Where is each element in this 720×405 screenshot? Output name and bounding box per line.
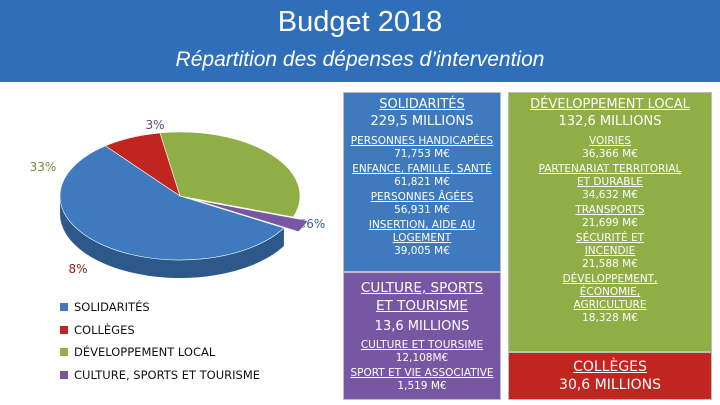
pie-slice-label: 33% (30, 160, 57, 174)
category-value: 36,366 M€ (582, 148, 638, 160)
panel-amount: 132,6 MILLIONS (558, 114, 662, 129)
category-value: 34,632 M€ (582, 189, 638, 201)
panel-title: DÉVELOPPEMENT LOCAL (530, 97, 690, 112)
category-label: PERSONNES HANDICAPÉES (350, 135, 494, 147)
page-title: Budget 2018 (277, 6, 443, 38)
legend-item-colleges: COLLÈGES (60, 319, 260, 342)
category-value: 39,005 M€ (394, 245, 450, 257)
legend-swatch-solidarites (60, 303, 68, 312)
category-label: SPORT ET VIE ASSOCIATIVE (350, 367, 494, 379)
category-value: 61,821 M€ (394, 176, 450, 188)
legend-item-developpement: DÉVELOPPEMENT LOCAL (60, 341, 260, 364)
category-label: PARTENARIAT TERRITORIAL ET DURABLE (538, 163, 682, 188)
category-label: ENFANCE, FAMILLE, SANTÉ (352, 163, 492, 175)
panel-culture: CULTURE, SPORTS ET TOURISME 13,6 MILLION… (343, 272, 501, 400)
pie-slice (194, 199, 309, 233)
pie-slice (59, 145, 285, 261)
legend-swatch-colleges (60, 325, 68, 334)
category-value: 18,328 M€ (582, 312, 638, 324)
category-label: SÉCURITÉ ET INCENDIE (575, 232, 645, 257)
pie-slice-side (60, 196, 284, 278)
panel-title: COLLÈGES (573, 359, 647, 375)
category-label: INSERTION, AIDE AU LOGEMENT (368, 219, 476, 244)
legend-label: DÉVELOPPEMENT LOCAL (74, 345, 216, 360)
legend-label: COLLÈGES (74, 322, 135, 337)
panel-title: SOLIDARITÉS (379, 97, 465, 112)
category-value: 56,931 M€ (394, 204, 450, 216)
category-value: 12,108M€ (395, 352, 449, 364)
legend-swatch-culture (60, 370, 68, 379)
panel-solidarites: SOLIDARITÉS 229,5 MILLIONS PERSONNES HAN… (343, 92, 501, 272)
category-value: 71,753 M€ (394, 148, 450, 160)
legend-label: CULTURE, SPORTS ET TOURISME (74, 367, 261, 382)
category-label: CULTURE ET TOURSIME (360, 339, 484, 351)
panel-developpement: DÉVELOPPEMENT LOCAL 132,6 MILLIONS VOIRI… (508, 92, 712, 352)
category-value: 21,699 M€ (582, 217, 638, 229)
panel-amount: 30,6 MILLIONS (559, 377, 661, 393)
pie-slice-label: 8% (68, 262, 87, 276)
chart-legend: SOLIDARITÉS COLLÈGES DÉVELOPPEMENT LOCAL… (60, 296, 260, 386)
category-value: 1,519 M€ (397, 380, 447, 392)
category-label: DÉVELOPPEMENT, ÉCONOMIE, AGRICULTURE (562, 273, 658, 311)
header-banner: Budget 2018 Répartition des dépenses d’i… (0, 0, 720, 82)
legend-swatch-developpement (60, 348, 68, 357)
pie-slice (159, 131, 301, 218)
panel-amount: 13,6 MILLIONS (374, 319, 470, 334)
panel-title: CULTURE, SPORTS ET TOURISME (360, 280, 484, 314)
pie-slice-label: 3% (145, 118, 164, 132)
category-label: PERSONNES ÂGÉES (370, 191, 474, 203)
legend-item-culture: CULTURE, SPORTS ET TOURISME (60, 364, 260, 387)
legend-item-solidarites: SOLIDARITÉS (60, 296, 260, 319)
panel-colleges: COLLÈGES 30,6 MILLIONS (508, 352, 712, 400)
pie-chart: 56%8%33%3% (30, 118, 325, 278)
panel-amount: 229,5 MILLIONS (370, 114, 474, 129)
page-subtitle: Répartition des dépenses d’intervention (175, 48, 545, 71)
category-label: TRANSPORTS (575, 204, 645, 216)
category-label: VOIRIES (588, 135, 632, 147)
legend-label: SOLIDARITÉS (74, 300, 150, 315)
category-value: 21,588 M€ (582, 258, 638, 270)
